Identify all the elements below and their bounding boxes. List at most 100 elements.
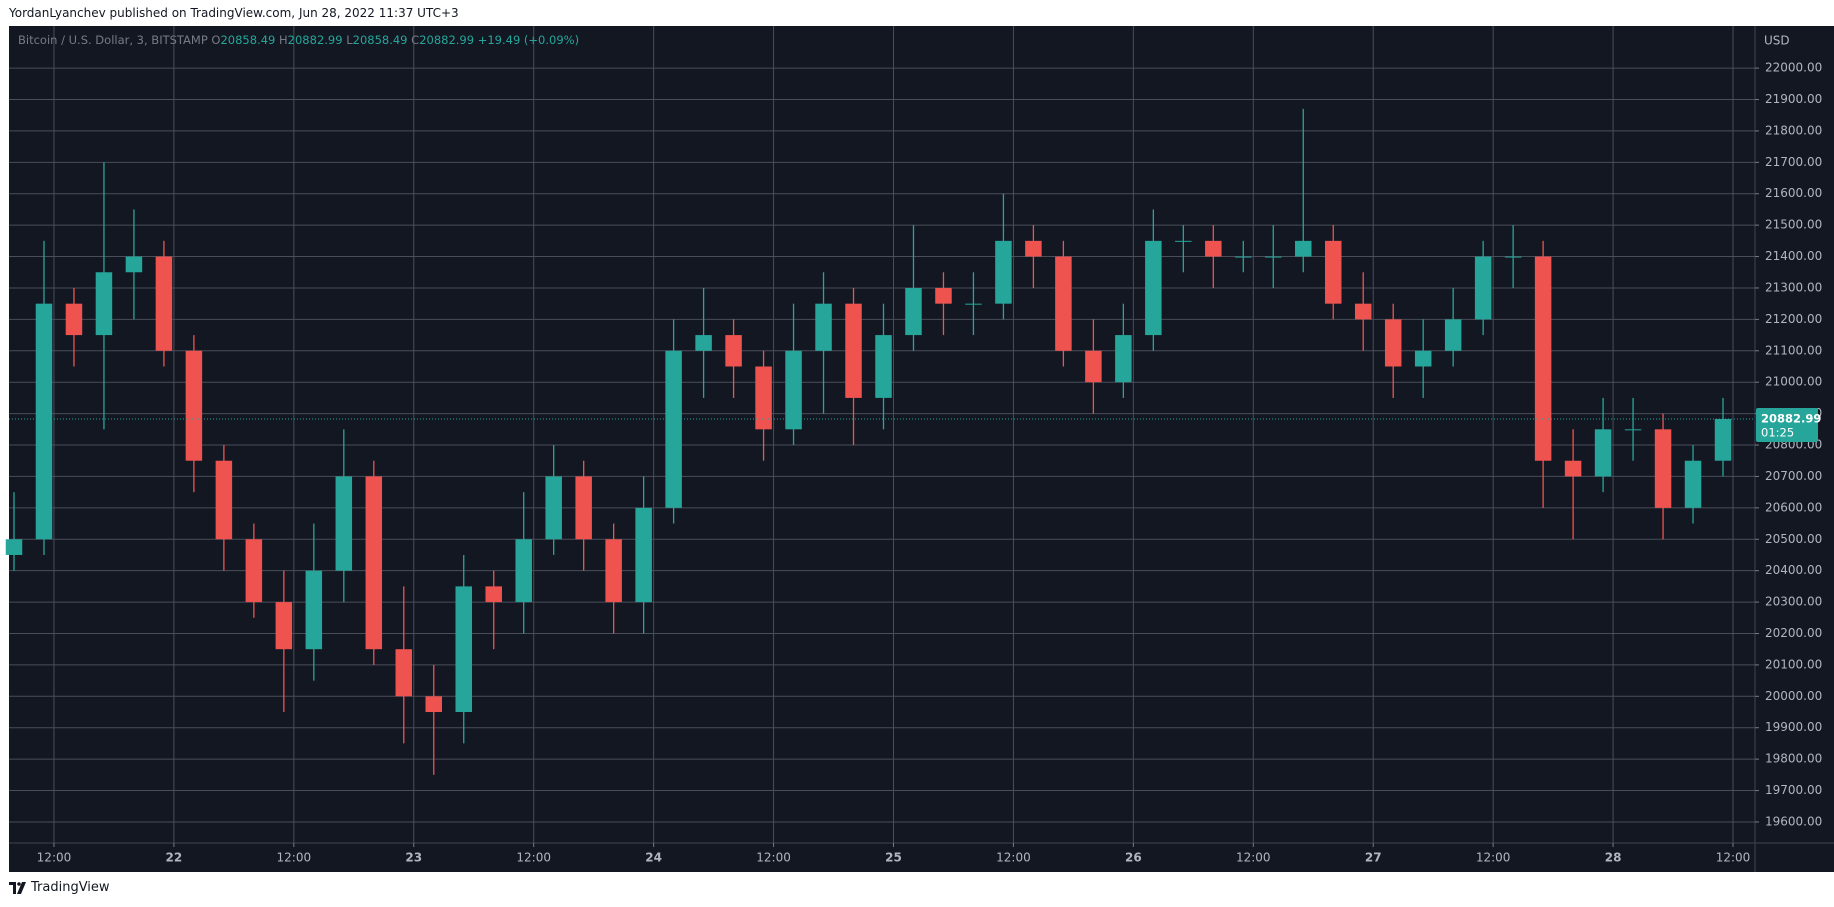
- candle-body: [935, 287, 952, 304]
- ohlc-values: O20858.49 H20882.99 L20858.49 C20882.99: [211, 33, 477, 47]
- y-tick-label: 19800.00: [1765, 752, 1822, 766]
- candle-body: [965, 303, 982, 305]
- candle-body: [335, 476, 353, 571]
- candle-body: [1055, 256, 1072, 351]
- candle-body: [1324, 240, 1342, 304]
- y-tick-label: 20000.00: [1765, 689, 1822, 703]
- candle-body: [1714, 418, 1732, 461]
- brand: TradingView: [31, 880, 110, 895]
- y-tick-label: 21600.00: [1765, 186, 1822, 200]
- ohlc-value: 20858.49: [220, 33, 276, 47]
- x-tick-label: 12:00: [277, 851, 312, 865]
- symbol-title: Bitcoin / U.S. Dollar, 3, BITSTAMP: [18, 33, 208, 47]
- candle-body: [635, 507, 652, 603]
- y-tick-label: 21200.00: [1765, 312, 1822, 326]
- candle-body: [35, 303, 53, 540]
- countdown-label: 01:25: [1761, 425, 1794, 439]
- candle-body: [1354, 303, 1372, 320]
- candle-body: [305, 570, 323, 650]
- y-tick-label: 21000.00: [1765, 375, 1822, 389]
- ohlc-label: L: [346, 33, 353, 47]
- y-tick-label: 21800.00: [1765, 123, 1822, 137]
- x-tick-label: 12:00: [1476, 851, 1511, 865]
- candle-body: [1684, 460, 1702, 508]
- candle-body: [1235, 256, 1252, 258]
- y-tick-label: 21900.00: [1765, 92, 1822, 106]
- y-tick-label: 20600.00: [1765, 500, 1822, 514]
- candle-body: [1145, 240, 1162, 336]
- candle-body: [815, 303, 832, 351]
- x-tick-label: 12:00: [996, 851, 1031, 865]
- candle-body: [725, 335, 742, 367]
- x-tick-label: 12:00: [1236, 851, 1271, 865]
- x-tick-label: 26: [1125, 851, 1142, 865]
- y-tick-label: 21500.00: [1765, 218, 1822, 232]
- candle-body: [1504, 256, 1522, 258]
- candle-body: [1624, 429, 1642, 431]
- candle-body: [1265, 256, 1282, 258]
- candle-body: [875, 335, 892, 398]
- x-tick-label: 24: [645, 851, 662, 865]
- y-tick-label: 20300.00: [1765, 595, 1822, 609]
- footer: TradingView: [9, 880, 110, 895]
- candle-body: [1594, 429, 1612, 477]
- x-tick-label: 12:00: [37, 851, 72, 865]
- candle-body: [905, 287, 922, 336]
- change: +19.49 (+0.09%): [477, 33, 580, 47]
- last-price-box: [1756, 407, 1818, 442]
- candle-body: [215, 460, 233, 540]
- candle-body: [395, 649, 413, 697]
- y-tick-label: 21100.00: [1765, 343, 1822, 357]
- candle-body: [65, 303, 83, 336]
- y-tick-label: 21400.00: [1765, 249, 1822, 263]
- last-price-label: 20882.99: [1761, 411, 1821, 425]
- y-tick-label: 19600.00: [1765, 814, 1822, 828]
- y-tick-label: 22000.00: [1765, 61, 1822, 75]
- candle-body: [1444, 319, 1462, 351]
- y-tick-label: 20700.00: [1765, 469, 1822, 483]
- candle-body: [545, 476, 562, 540]
- candle-body: [755, 366, 772, 430]
- candle-body: [1474, 256, 1492, 320]
- candle-body: [695, 335, 712, 351]
- candle-body: [1205, 240, 1222, 257]
- grid: [9, 26, 1755, 843]
- ohlc-label: H: [279, 33, 288, 47]
- candle-body: [185, 350, 203, 461]
- candle-body: [365, 476, 383, 650]
- x-tick-label: 23: [405, 851, 422, 865]
- candle-body: [1534, 256, 1552, 461]
- candle-body: [1115, 335, 1132, 383]
- candle-body: [125, 256, 143, 273]
- x-tick-label: 28: [1605, 851, 1622, 865]
- ohlc-label: C: [411, 33, 420, 47]
- candle-body: [1414, 350, 1432, 367]
- candle-body: [245, 539, 263, 603]
- candle-body: [785, 350, 802, 430]
- legend: Bitcoin / U.S. Dollar, 3, BITSTAMP O2085…: [18, 33, 579, 47]
- y-tick-label: 19700.00: [1765, 783, 1822, 797]
- candle-body: [95, 272, 113, 336]
- currency-label: USD: [1764, 34, 1790, 48]
- candle-body: [1384, 319, 1402, 367]
- logo: [9, 881, 26, 894]
- y-tick-label: 20500.00: [1765, 532, 1822, 546]
- y-tick-label: 20100.00: [1765, 657, 1822, 671]
- ohlc-value: 20882.99: [419, 33, 475, 47]
- y-tick-label: 20400.00: [1765, 563, 1822, 577]
- x-tick-label: 25: [885, 851, 902, 865]
- candle-body: [665, 350, 682, 508]
- ohlc-label: O: [211, 33, 221, 47]
- x-tick-label: 12:00: [1716, 851, 1751, 865]
- candle-body: [605, 539, 622, 603]
- candle-body: [1175, 240, 1192, 242]
- candle-body: [575, 476, 592, 540]
- y-tick-label: 20200.00: [1765, 626, 1822, 640]
- candle-body: [1654, 429, 1672, 508]
- ohlc-value: 20882.99: [287, 33, 343, 47]
- candle-body: [515, 539, 532, 603]
- ohlc-value: 20858.49: [352, 33, 408, 47]
- candle-body: [455, 586, 472, 713]
